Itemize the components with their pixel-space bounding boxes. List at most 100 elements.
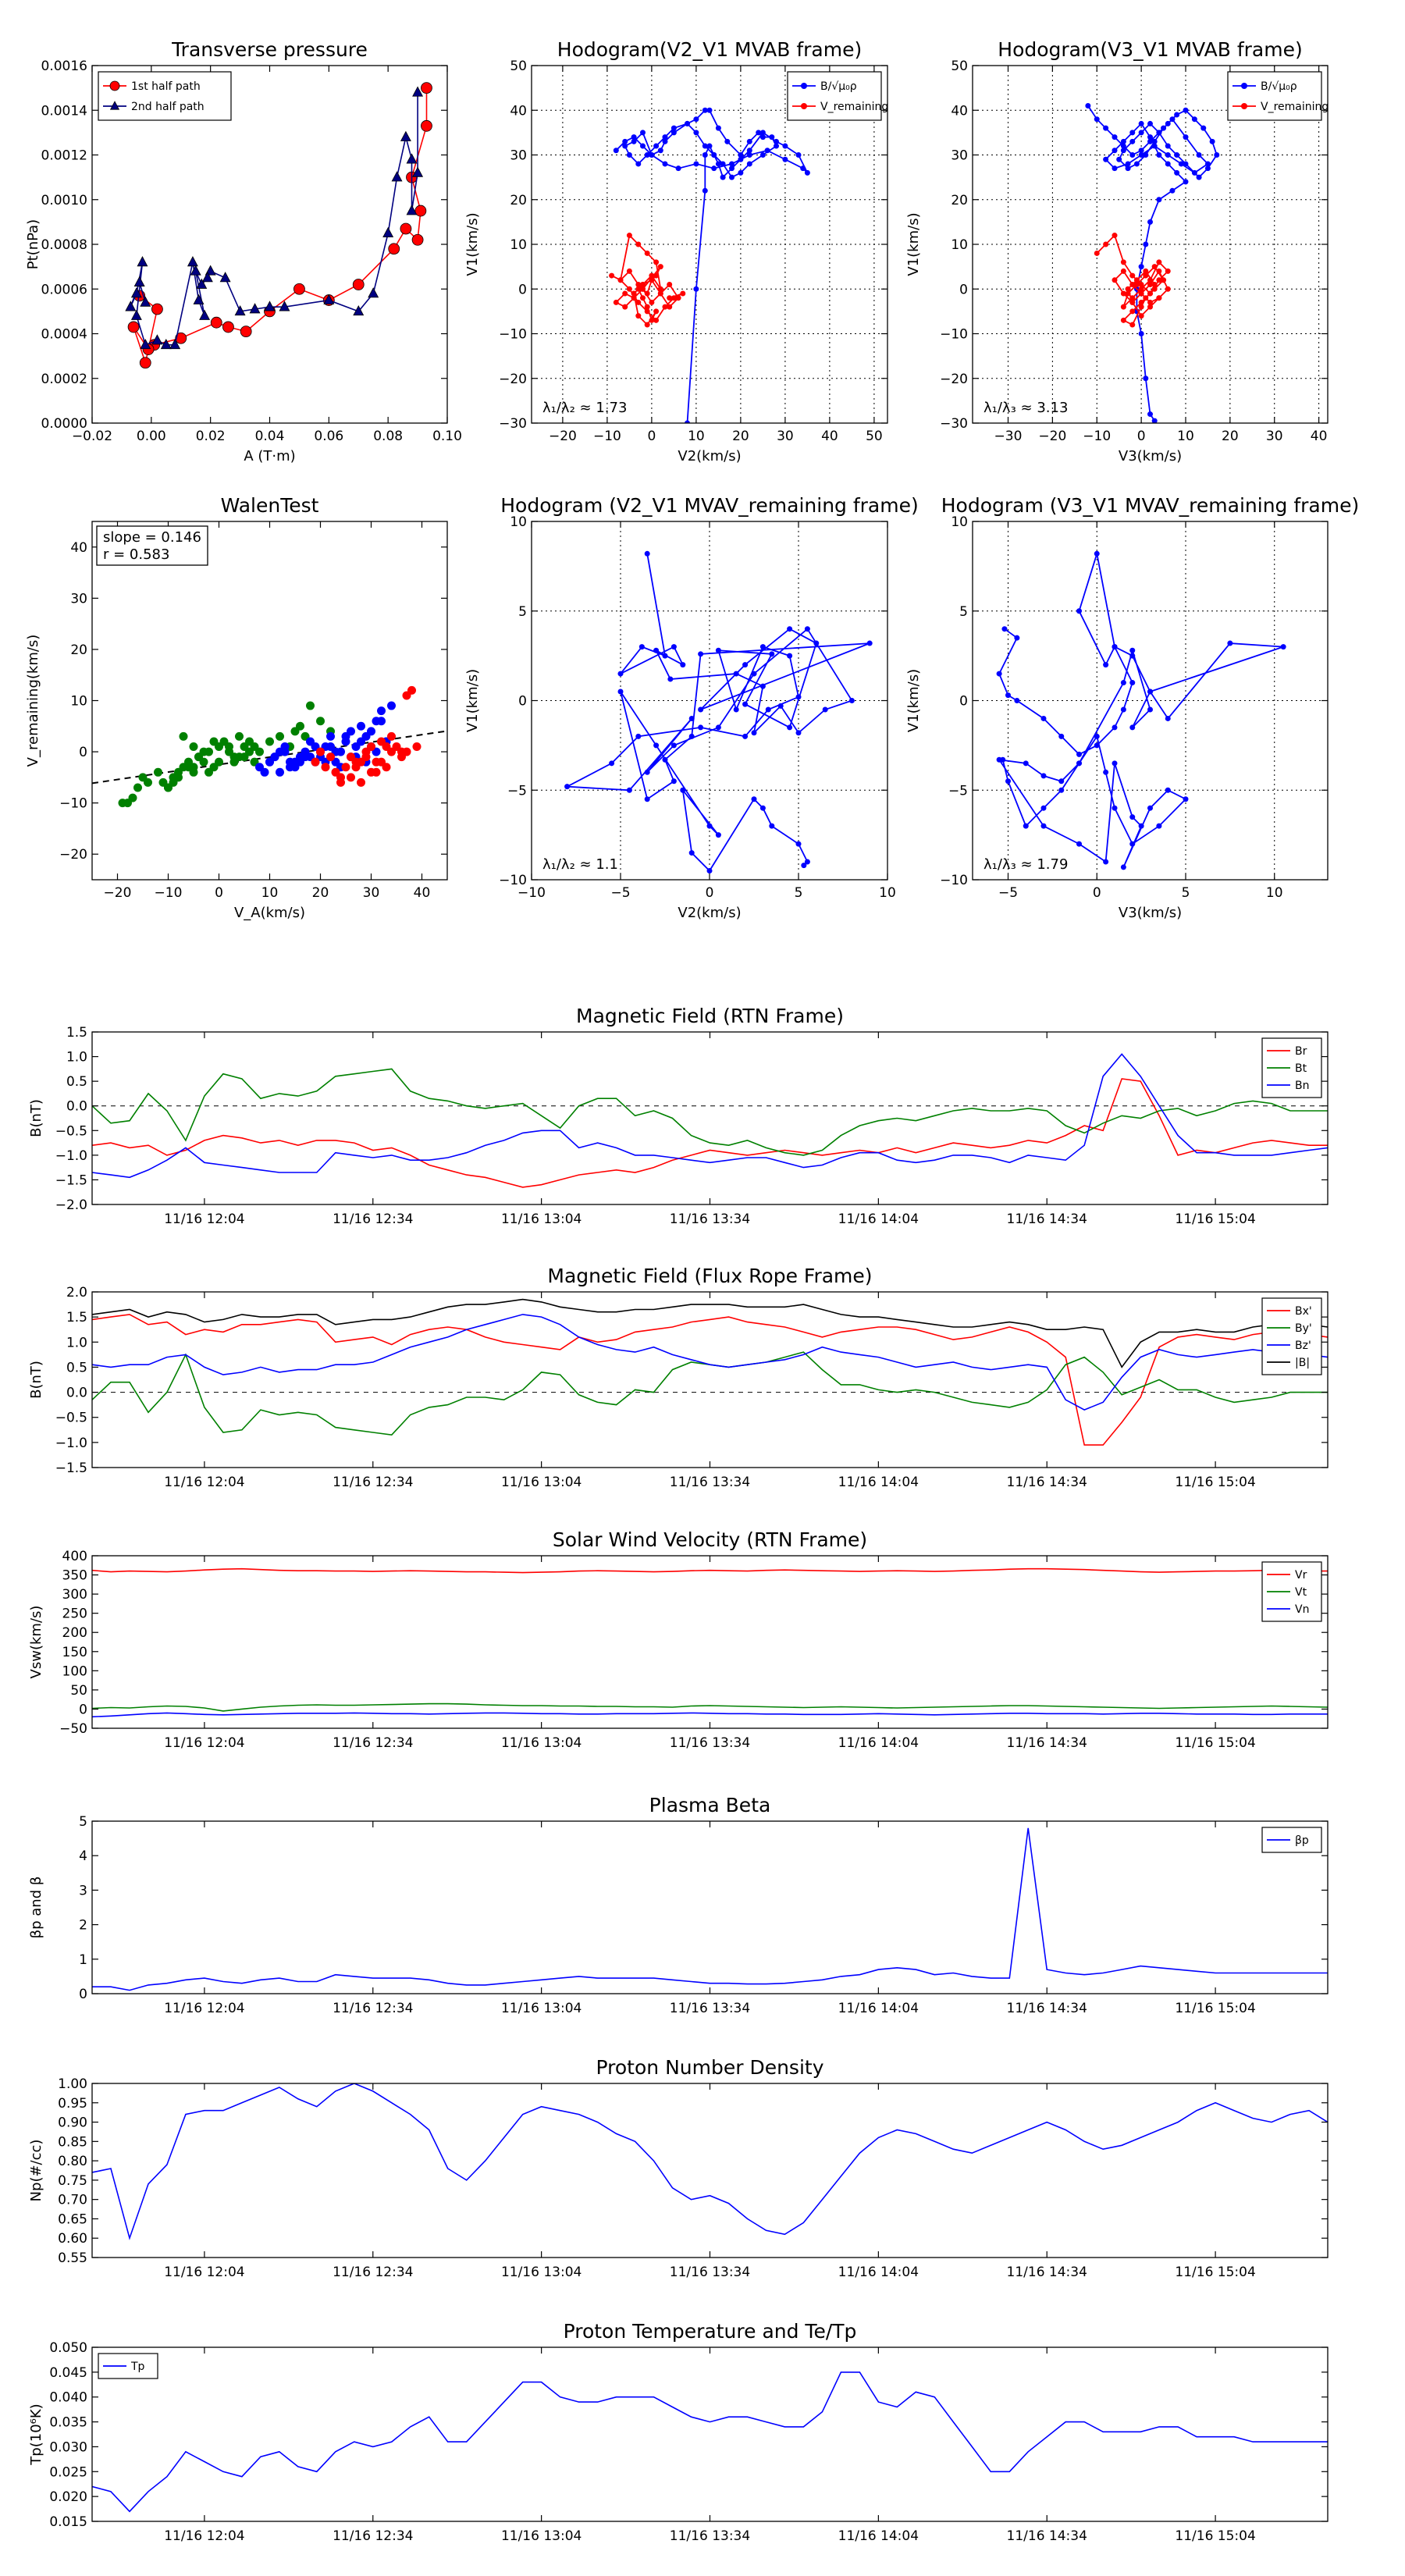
legend-box — [1261, 1297, 1322, 1375]
y-tick-label: −2.0 — [55, 1197, 87, 1213]
y-tick-label: 10 — [70, 694, 87, 710]
data-point — [1133, 282, 1140, 288]
chart-title: Magnetic Field (Flux Rope Frame) — [547, 1265, 872, 1287]
legend-box — [98, 2353, 158, 2379]
data-point — [367, 742, 375, 752]
data-point — [653, 143, 660, 149]
data-point — [698, 724, 704, 731]
data-point — [1156, 197, 1162, 203]
y-tick-label: 0.035 — [49, 2415, 87, 2431]
data-point — [1196, 152, 1202, 158]
data-point — [1156, 152, 1162, 158]
x-tick-label: 5 — [795, 885, 803, 901]
x-tick-label: 11/16 14:04 — [838, 2265, 919, 2280]
data-point — [751, 796, 757, 802]
y-tick-label: −5 — [507, 783, 527, 799]
legend-label: B/√μ₀ρ — [820, 80, 857, 93]
data-point — [733, 706, 739, 713]
data-point — [1112, 134, 1118, 141]
chart-p4: WalenTest −20 −10 0 10 20 30 40 −20 −10 0 10 20 30 40 V… — [25, 494, 448, 921]
data-point — [706, 868, 713, 874]
data-point — [1147, 138, 1153, 144]
data-point — [1138, 264, 1144, 270]
x-tick-label: 0.08 — [373, 429, 403, 444]
series-line — [92, 1567, 1328, 1574]
plot-frame — [91, 1555, 1329, 1729]
data-point — [1138, 148, 1144, 154]
y-tick-label: −20 — [940, 372, 968, 387]
y-tick-label: 1.00 — [58, 2076, 87, 2092]
data-point — [190, 265, 201, 276]
x-tick-label: 40 — [821, 429, 838, 444]
data-point — [675, 165, 681, 172]
data-point — [759, 644, 766, 650]
chart-p3: Hodogram(V3_V1 MVAB frame) −30 −20 −10 0 10 20… — [905, 38, 1329, 464]
y-tick-label: 0.0004 — [41, 327, 87, 343]
data-point — [1058, 787, 1065, 793]
y-tick-label: −50 — [59, 1721, 87, 1737]
legend-label: B/√μ₀ρ — [1261, 80, 1297, 93]
data-point — [400, 222, 412, 235]
data-point — [1125, 161, 1131, 167]
data-point — [631, 295, 637, 301]
data-point — [1138, 313, 1144, 319]
y-tick-label: 0.050 — [49, 2340, 87, 2356]
y-tick-label: 0 — [79, 1987, 87, 2002]
data-point — [1000, 756, 1006, 763]
y-tick-label: 4 — [79, 1848, 87, 1864]
data-point — [1174, 152, 1180, 158]
data-point — [367, 727, 375, 736]
data-point — [702, 152, 708, 158]
x-tick-label: 10 — [1177, 429, 1194, 444]
x-tick-label: 11/16 12:04 — [164, 1475, 244, 1490]
data-point — [653, 317, 660, 323]
data-point — [777, 703, 784, 709]
data-point — [657, 290, 663, 297]
data-point — [1156, 295, 1162, 301]
x-tick-label: 0 — [1137, 429, 1146, 444]
y-tick-label: −0.5 — [55, 1123, 87, 1139]
legend-label: Tp — [130, 2361, 145, 2373]
data-point — [733, 671, 739, 677]
data-point — [351, 763, 361, 772]
x-tick-label: 11/16 13:04 — [501, 1212, 582, 1227]
x-tick-label: 11/16 12:34 — [333, 1212, 413, 1227]
data-point — [702, 107, 708, 113]
data-point — [1138, 120, 1144, 126]
data-point — [795, 152, 802, 158]
y-tick-label: 150 — [62, 1645, 87, 1660]
y-tick-label: −20 — [59, 847, 87, 863]
data-point — [1005, 778, 1011, 785]
data-point — [756, 130, 762, 136]
data-point — [353, 305, 365, 316]
data-point — [412, 742, 422, 752]
plot-frame — [91, 1291, 1329, 1468]
data-point — [1112, 724, 1118, 731]
data-point — [653, 259, 660, 265]
data-point — [235, 731, 244, 741]
data-point — [1147, 688, 1153, 695]
data-point — [738, 156, 744, 162]
data-point — [804, 626, 810, 632]
data-point — [270, 753, 279, 762]
data-point — [670, 644, 677, 650]
y-tick-label: 10 — [951, 237, 968, 253]
data-point — [1133, 277, 1140, 283]
x-tick-label: 30 — [1266, 429, 1283, 444]
data-point — [421, 82, 432, 94]
y-tick-label: 0.0008 — [41, 237, 87, 253]
data-point — [609, 760, 615, 767]
chart-title: Plasma Beta — [649, 1794, 771, 1816]
x-tick-label: −30 — [994, 429, 1023, 444]
data-point — [189, 763, 198, 772]
y-tick-label: −1.5 — [55, 1172, 87, 1188]
chart-p10: Plasma Beta 11/16 12:04 11/16 12:34 11/16 1… — [28, 1794, 1329, 2016]
y-tick-label: 0 — [79, 745, 87, 760]
y-tick-label: 1.5 — [66, 1310, 87, 1325]
data-point — [352, 279, 365, 290]
x-tick-label: 11/16 12:34 — [333, 1475, 413, 1490]
data-point — [1174, 112, 1180, 118]
data-point — [649, 299, 655, 305]
data-point — [1120, 148, 1126, 154]
y-tick-label: 5 — [518, 604, 527, 620]
